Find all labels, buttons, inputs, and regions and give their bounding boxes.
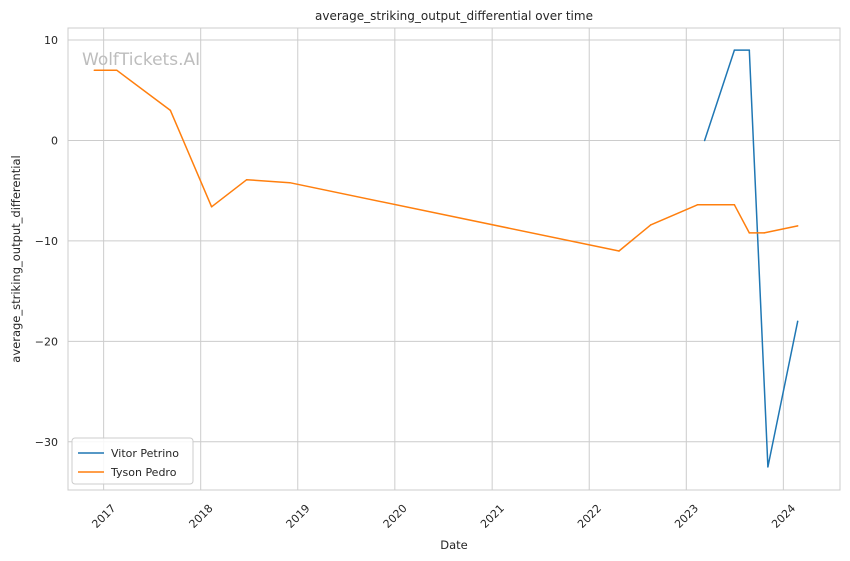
grid xyxy=(68,28,840,490)
data-point-vitor-petrino xyxy=(767,466,769,468)
data-point-tyson-pedro xyxy=(169,109,172,112)
y-tick-label: 10 xyxy=(44,34,58,47)
plot-frame xyxy=(67,27,841,491)
data-point-tyson-pedro xyxy=(210,206,213,208)
x-tick-label: 2022 xyxy=(575,502,604,531)
y-tick-labels: 10 0 −10 −20 −30 xyxy=(35,34,58,449)
y-tick-label: 0 xyxy=(51,134,58,147)
data-point-tyson-pedro xyxy=(649,224,652,226)
y-axis-title: average_striking_output_differential xyxy=(9,155,23,362)
data-point-tyson-pedro xyxy=(796,225,799,227)
x-tick-label: 2023 xyxy=(672,502,701,531)
x-tick-label: 2017 xyxy=(89,502,118,531)
series-layer xyxy=(93,49,799,468)
x-tick-label: 2021 xyxy=(478,502,507,531)
data-point-tyson-pedro xyxy=(289,181,291,184)
data-point-vitor-petrino xyxy=(733,49,736,51)
chart-title: average_striking_output_differential ove… xyxy=(315,9,593,23)
data-point-tyson-pedro xyxy=(115,69,118,71)
legend: Vitor Petrino Tyson Pedro xyxy=(71,437,194,485)
x-tick-labels: 2017 2018 2019 2020 2021 2022 2023 2024 xyxy=(89,502,798,531)
data-point-tyson-pedro xyxy=(733,204,736,206)
x-tick-label: 2019 xyxy=(284,502,313,531)
data-point-tyson-pedro xyxy=(245,178,248,181)
data-point-tyson-pedro xyxy=(763,232,765,234)
x-tick-label: 2020 xyxy=(381,502,410,531)
data-point-tyson-pedro xyxy=(93,69,96,71)
y-tick-label: −10 xyxy=(35,235,58,248)
x-tick-label: 2018 xyxy=(187,502,216,531)
data-point-vitor-petrino xyxy=(703,139,706,142)
y-tick-label: −30 xyxy=(35,436,58,449)
x-axis-title: Date xyxy=(440,538,468,552)
data-point-tyson-pedro xyxy=(618,250,620,252)
data-point-vitor-petrino xyxy=(748,49,751,51)
watermark: WolfTickets.AI xyxy=(82,50,200,70)
x-tick-label: 2024 xyxy=(769,502,798,531)
legend-label-tyson-pedro: Tyson Pedro xyxy=(110,466,177,479)
plot-area xyxy=(68,28,840,490)
data-point-vitor-petrino xyxy=(796,320,799,323)
data-point-tyson-pedro xyxy=(696,204,699,206)
legend-label-vitor-petrino: Vitor Petrino xyxy=(111,447,179,460)
data-point-tyson-pedro xyxy=(748,232,751,234)
y-tick-label: −20 xyxy=(35,335,58,348)
